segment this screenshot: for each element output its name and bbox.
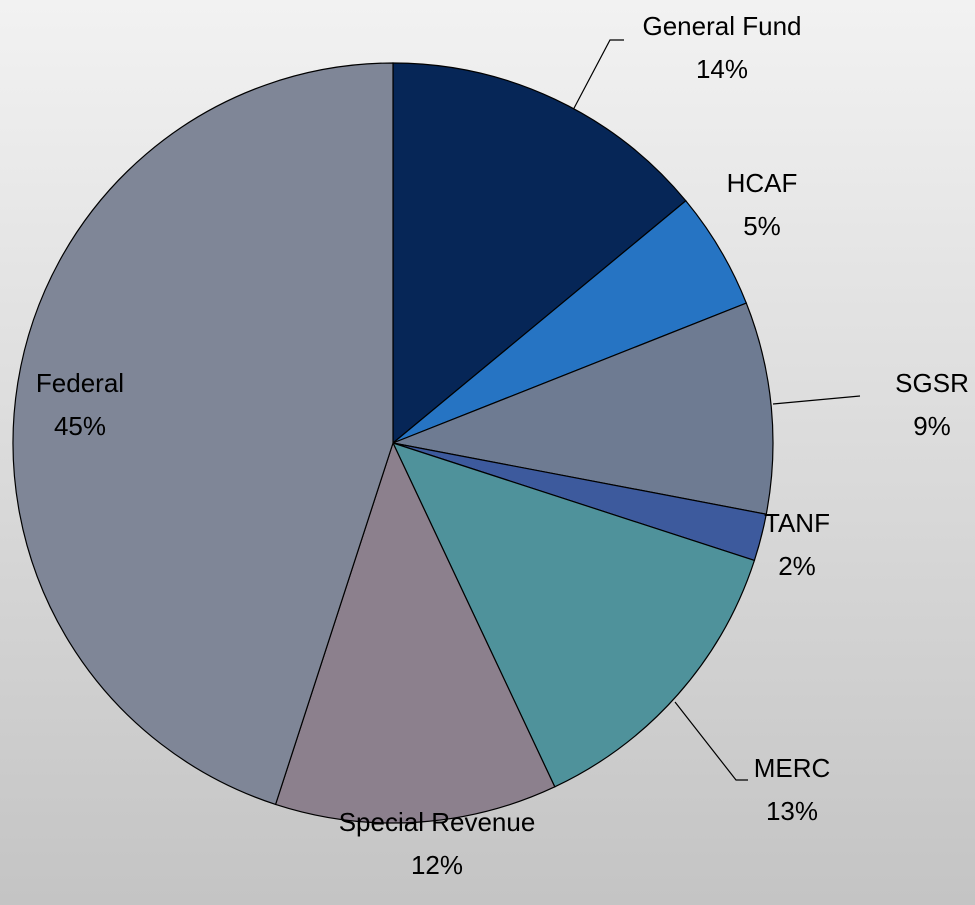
slice-value-label: 12%	[411, 850, 463, 880]
slice-value-label: 2%	[778, 551, 816, 581]
slice-value-label: 45%	[54, 411, 106, 441]
slice-value-label: 13%	[766, 796, 818, 826]
slice-value-label: 14%	[696, 54, 748, 84]
slice-label: TANF	[764, 508, 830, 538]
slice-label: Federal	[36, 368, 124, 398]
pie-slice	[12, 62, 394, 806]
leader-lines	[571, 39, 861, 781]
slice-label: General Fund	[643, 11, 802, 41]
pie-slice	[390, 302, 774, 515]
slice-label: HCAF	[727, 168, 798, 198]
pie-slice	[274, 441, 556, 824]
slice-label: Special Revenue	[339, 807, 536, 837]
pie-slice	[391, 442, 756, 788]
leader-line	[772, 395, 861, 405]
leader-line	[674, 701, 748, 781]
slice-label: SGSR	[895, 368, 969, 398]
slice-value-label: 9%	[913, 411, 951, 441]
leader-line	[571, 39, 624, 113]
slice-value-label: 5%	[743, 211, 781, 241]
slice-label: MERC	[754, 753, 831, 783]
pie-slice	[392, 62, 687, 445]
